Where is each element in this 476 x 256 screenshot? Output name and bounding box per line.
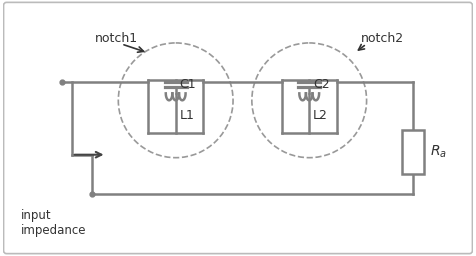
Text: L2: L2 xyxy=(313,109,328,122)
FancyBboxPatch shape xyxy=(4,2,472,254)
Text: $R_a$: $R_a$ xyxy=(430,144,447,161)
Text: L1: L1 xyxy=(179,109,195,122)
Text: notch1: notch1 xyxy=(95,33,138,46)
Text: C2: C2 xyxy=(313,78,330,91)
Text: notch2: notch2 xyxy=(361,33,404,46)
Text: C1: C1 xyxy=(179,78,196,91)
Text: input
impedance: input impedance xyxy=(20,209,86,237)
Bar xyxy=(402,130,424,175)
